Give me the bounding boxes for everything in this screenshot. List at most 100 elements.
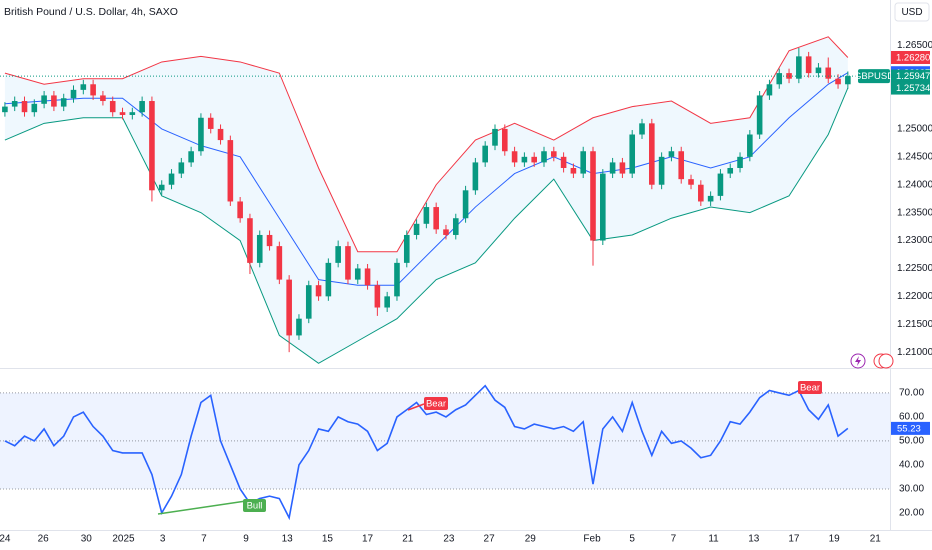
- time-tick-label: 17: [362, 534, 374, 545]
- candle-body: [256, 234, 263, 263]
- candle-body: [305, 285, 312, 319]
- event-icon-bolt: [855, 356, 861, 366]
- candle-body: [531, 156, 537, 163]
- candle-body: [747, 134, 753, 157]
- rsi-tick-label: 40.00: [899, 460, 924, 471]
- candle-body: [796, 56, 802, 79]
- rsi-tick-label: 70.00: [899, 388, 924, 399]
- price-tick-label: 1.21500: [897, 319, 932, 330]
- candle-body: [119, 112, 126, 115]
- candle-body: [325, 262, 332, 297]
- candle-body: [31, 103, 38, 113]
- divergence-label: Bear: [800, 383, 820, 394]
- candle-body: [354, 268, 361, 280]
- divergence-line: [407, 403, 425, 411]
- rsi-tick-label: 30.00: [899, 484, 924, 495]
- candle-body: [805, 56, 812, 74]
- candle-body: [600, 173, 606, 241]
- candle-body: [364, 268, 371, 286]
- candle-body: [139, 101, 145, 113]
- candle-body: [168, 173, 175, 185]
- divergence-label-bg: [798, 381, 822, 394]
- candle-body: [501, 128, 508, 152]
- candle-body: [698, 184, 704, 202]
- candle-body: [590, 151, 596, 241]
- rsi-value-label: 55.23: [897, 423, 921, 434]
- price-tick-label: 1.21000: [897, 347, 932, 358]
- candle-body: [413, 223, 420, 235]
- candle-body: [472, 162, 479, 191]
- candle-body: [678, 151, 685, 180]
- price-tick-label: 1.22000: [897, 291, 932, 302]
- candle-body: [158, 184, 165, 191]
- price-tick-label: 1.24000: [897, 179, 932, 190]
- candle-body: [70, 89, 77, 99]
- bollinger-upper: [4, 36, 849, 253]
- candle-body: [198, 117, 204, 152]
- candle-body: [237, 201, 243, 219]
- price-tag: 1.26280: [896, 53, 930, 64]
- price-tag-bg: [891, 81, 930, 95]
- rsi-tick-label: 50.00: [899, 436, 924, 447]
- candle-body: [315, 285, 322, 297]
- price-tick-label: 1.26500: [897, 40, 932, 51]
- rsi-pane: Bull Bear Bear: [0, 381, 890, 521]
- candle-body: [109, 101, 116, 113]
- candle-body: [178, 162, 185, 174]
- rsi-line: [4, 384, 849, 521]
- rsi-tick-label: 60.00: [899, 412, 924, 423]
- candle-body: [511, 151, 518, 163]
- divergence-label-bg: [243, 499, 266, 512]
- candle-body: [227, 140, 234, 202]
- time-tick-label: Feb: [583, 534, 601, 545]
- time-tick-label: 26: [38, 534, 50, 545]
- divergence-label-bg: [424, 397, 448, 410]
- candle-body: [756, 95, 763, 135]
- candle-body: [443, 229, 449, 235]
- time-tick-label: 27: [484, 534, 496, 545]
- time-tick-label: 17: [788, 534, 800, 545]
- time-tick-label: 5: [629, 534, 635, 545]
- candle-body: [2, 106, 8, 113]
- candle-body: [649, 123, 655, 185]
- candle-body: [452, 218, 459, 235]
- symbol-tag: GBPUSD: [854, 71, 894, 82]
- candle-body: [207, 117, 214, 129]
- price-tag-bg: [891, 50, 930, 64]
- candle-body: [90, 84, 96, 96]
- price-tick-label: 1.23500: [897, 207, 932, 218]
- candle-body: [609, 162, 616, 174]
- candle-body: [639, 123, 645, 135]
- time-tick-label: 9: [243, 534, 249, 545]
- candle-body: [149, 101, 155, 191]
- divergence-line: [157, 500, 247, 515]
- candle-body: [345, 246, 351, 280]
- candle-body: [286, 279, 292, 336]
- currency-label[interactable]: USD: [901, 7, 922, 18]
- candle-body: [707, 195, 714, 202]
- rsi-tick-label: 20.00: [899, 508, 924, 519]
- candle-body: [296, 318, 302, 336]
- candle-body: [335, 246, 341, 263]
- bollinger-fill: [4, 36, 848, 364]
- candle-body: [717, 173, 724, 196]
- price-tick-label: 1.24500: [897, 151, 932, 162]
- candle-body: [580, 151, 587, 174]
- currency-button[interactable]: [894, 2, 930, 22]
- candle-body: [766, 84, 773, 96]
- candle-body: [668, 151, 675, 157]
- candle-body: [815, 67, 822, 74]
- time-tick-label: 29: [525, 534, 537, 545]
- time-tick-label: 7: [201, 534, 207, 545]
- candle-body: [727, 167, 734, 174]
- flag-icon-2[interactable]: [878, 353, 894, 369]
- time-tick-label: 30: [81, 534, 93, 545]
- candle-body: [100, 95, 106, 102]
- candle-body: [247, 218, 253, 263]
- time-tick-label: 2025: [112, 534, 135, 545]
- candle-body: [541, 151, 547, 163]
- candle-body: [276, 246, 283, 280]
- time-tick-label: 24: [0, 534, 11, 545]
